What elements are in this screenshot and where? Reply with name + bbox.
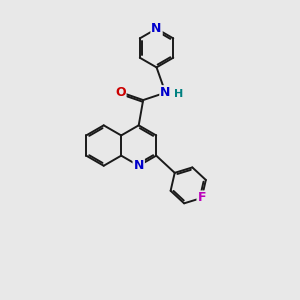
Text: N: N xyxy=(152,22,162,35)
Text: H: H xyxy=(174,88,183,98)
Text: O: O xyxy=(115,86,126,99)
Text: N: N xyxy=(134,159,144,172)
Text: N: N xyxy=(160,86,171,99)
Text: F: F xyxy=(197,191,206,204)
